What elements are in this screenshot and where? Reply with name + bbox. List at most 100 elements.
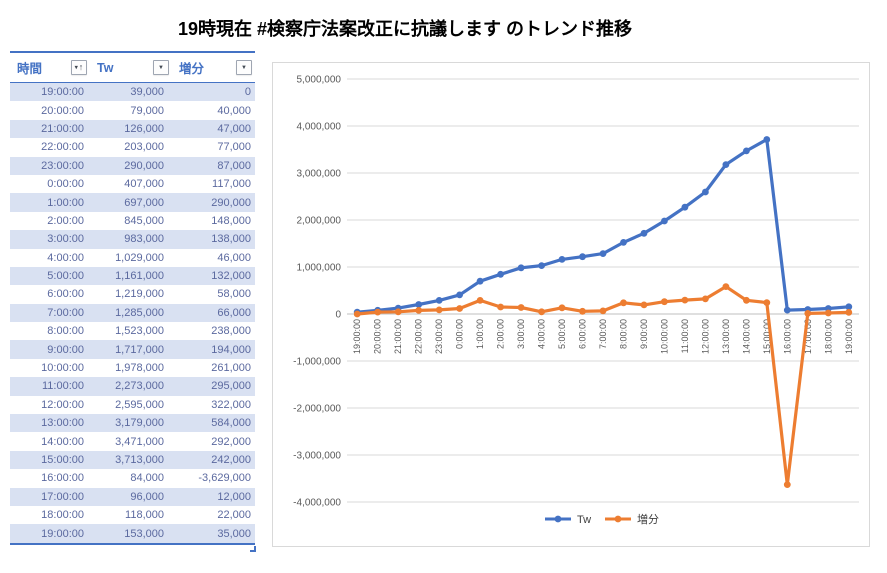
cell-time[interactable]: 11:00:00 (41, 380, 84, 393)
cell-time[interactable]: 17:00:00 (41, 490, 84, 503)
cell-time[interactable]: 18:00:00 (41, 509, 84, 522)
cell-time[interactable]: 8:00:00 (47, 325, 84, 338)
cell-time[interactable]: 5:00:00 (47, 270, 84, 283)
cell-tw[interactable]: 126,000 (124, 122, 164, 135)
table-row: 6:00:00 1,219,000 58,000 (10, 285, 255, 303)
cell-delta[interactable]: 40,000 (217, 104, 251, 117)
table-row: 19:00:00 39,000 0 (10, 83, 255, 102)
cell-time[interactable]: 14:00:00 (41, 435, 84, 448)
data-point-marker (743, 296, 750, 304)
table-footer (10, 542, 256, 552)
cell-delta[interactable]: 584,000 (211, 417, 251, 430)
cell-time[interactable]: 7:00:00 (47, 306, 84, 319)
y-axis-labels: 5,000,000 4,000,000 3,000,000 2,000,000 1,00… (293, 75, 341, 509)
cell-time[interactable]: 2:00:00 (47, 214, 84, 227)
cell-tw[interactable]: 407,000 (124, 178, 164, 191)
legend-item-tw[interactable]: Tw (545, 514, 591, 526)
page-title: 19時現在 #検察庁法案改正に抗議します のトレンド推移 (177, 19, 633, 39)
cell-tw[interactable]: 203,000 (124, 141, 164, 154)
delta-filter-button[interactable]: ▼ (236, 60, 252, 75)
cell-delta[interactable]: 12,000 (217, 490, 251, 503)
time-sort-filter-button[interactable]: ▾ ↑ (71, 60, 87, 75)
cell-time[interactable]: 13:00:00 (41, 417, 84, 430)
cell-delta[interactable]: 290,000 (211, 196, 251, 209)
cell-delta[interactable]: 292,000 (211, 435, 251, 448)
table-row: 14:00:00 3,471,000 292,000 (10, 432, 255, 450)
cell-time[interactable]: 4:00:00 (47, 251, 84, 264)
table-row: 11:00:00 2,273,000 295,000 (10, 377, 255, 396)
cell-time[interactable]: 15:00:00 (41, 454, 84, 466)
cell-tw[interactable]: 153,000 (124, 527, 164, 540)
legend-item-delta[interactable]: 増分 (605, 513, 659, 526)
cell-delta[interactable]: 132,000 (211, 270, 251, 283)
table-resize-handle[interactable] (250, 545, 256, 552)
cell-delta[interactable]: 87,000 (217, 159, 251, 172)
cell-tw[interactable]: 96,000 (130, 490, 164, 503)
cell-tw[interactable]: 1,523,000 (115, 325, 164, 338)
cell-delta[interactable]: 46,000 (217, 251, 251, 264)
cell-tw[interactable]: 845,000 (124, 214, 164, 227)
cell-delta[interactable]: 117,000 (212, 178, 251, 191)
cell-delta[interactable]: 66,000 (217, 306, 251, 319)
cell-delta[interactable]: 238,000 (211, 325, 251, 338)
cell-tw[interactable]: 2,273,000 (115, 380, 164, 393)
cell-time[interactable]: 9:00:00 (47, 343, 84, 356)
cell-time[interactable]: 6:00:00 (47, 288, 84, 301)
cell-delta[interactable]: -3,629,000 (198, 472, 251, 485)
cell-tw[interactable]: 1,285,000 (115, 306, 164, 319)
tw-filter-button[interactable]: ▼ (153, 60, 169, 75)
cell-delta[interactable]: 22,000 (217, 509, 251, 522)
data-point-marker (476, 277, 484, 285)
table-row: 22:00:00 203,000 77,000 (10, 138, 255, 156)
data-point-marker (743, 147, 750, 155)
cell-time[interactable]: 21:00:00 (41, 122, 84, 135)
y-tick-label: 4,000,000 (297, 122, 342, 133)
cell-delta[interactable]: 47,000 (217, 122, 251, 135)
cell-delta[interactable]: 261,000 (211, 362, 251, 375)
data-point-marker (415, 307, 423, 314)
cell-time[interactable]: 10:00:00 (41, 362, 84, 375)
cell-tw[interactable]: 118,000 (125, 509, 164, 522)
cell-delta[interactable]: 138,000 (211, 233, 251, 246)
cell-time[interactable]: 19:00:00 (41, 527, 84, 540)
cell-delta[interactable]: 242,000 (211, 454, 251, 466)
cell-delta[interactable]: 295,000 (211, 380, 251, 393)
table-row: 12:00:00 2,595,000 322,000 (10, 396, 255, 414)
cell-delta[interactable]: 58,000 (217, 288, 251, 301)
cell-tw[interactable]: 697,000 (124, 196, 164, 209)
cell-delta[interactable]: 194,000 (211, 343, 251, 356)
cell-delta[interactable]: 148,000 (211, 214, 251, 227)
cell-time[interactable]: 1:00:00 (47, 196, 84, 209)
cell-time[interactable]: 20:00:00 (41, 104, 84, 117)
cell-time[interactable]: 19:00:00 (41, 86, 84, 99)
cell-time[interactable]: 16:00:00 (41, 472, 84, 485)
cell-tw[interactable]: 1,978,000 (115, 362, 164, 375)
cell-delta[interactable]: 77,000 (217, 141, 251, 154)
cell-time[interactable]: 22:00:00 (41, 141, 84, 154)
cell-tw[interactable]: 79,000 (130, 104, 164, 117)
cell-tw[interactable]: 3,179,000 (115, 417, 164, 430)
cell-tw[interactable]: 3,471,000 (115, 435, 164, 448)
cell-tw[interactable]: 1,219,000 (115, 288, 164, 301)
cell-tw[interactable]: 1,029,000 (115, 251, 164, 264)
cell-time[interactable]: 23:00:00 (41, 159, 84, 172)
cell-tw[interactable]: 2,595,000 (115, 398, 164, 411)
x-tick-label: 8:00:00 (618, 319, 628, 349)
x-tick-label: 21:00:00 (393, 319, 403, 354)
cell-tw[interactable]: 39,000 (130, 86, 164, 99)
cell-tw[interactable]: 1,717,000 (115, 343, 164, 356)
column-header-delta: 増分 ▼ (172, 53, 255, 82)
cell-tw[interactable]: 3,713,000 (115, 454, 164, 466)
cell-delta[interactable]: 0 (244, 86, 251, 99)
cell-time[interactable]: 12:00:00 (41, 398, 84, 411)
cell-time[interactable]: 0:00:00 (47, 178, 84, 191)
cell-delta[interactable]: 322,000 (211, 398, 251, 411)
cell-tw[interactable]: 983,000 (124, 233, 164, 246)
cell-tw[interactable]: 1,161,000 (115, 270, 164, 283)
cell-tw[interactable]: 290,000 (124, 159, 164, 172)
cell-delta[interactable]: 35,000 (217, 527, 251, 540)
cell-tw[interactable]: 84,000 (130, 472, 164, 485)
x-tick-label: 12:00:00 (700, 319, 710, 354)
cell-time[interactable]: 3:00:00 (47, 233, 84, 246)
